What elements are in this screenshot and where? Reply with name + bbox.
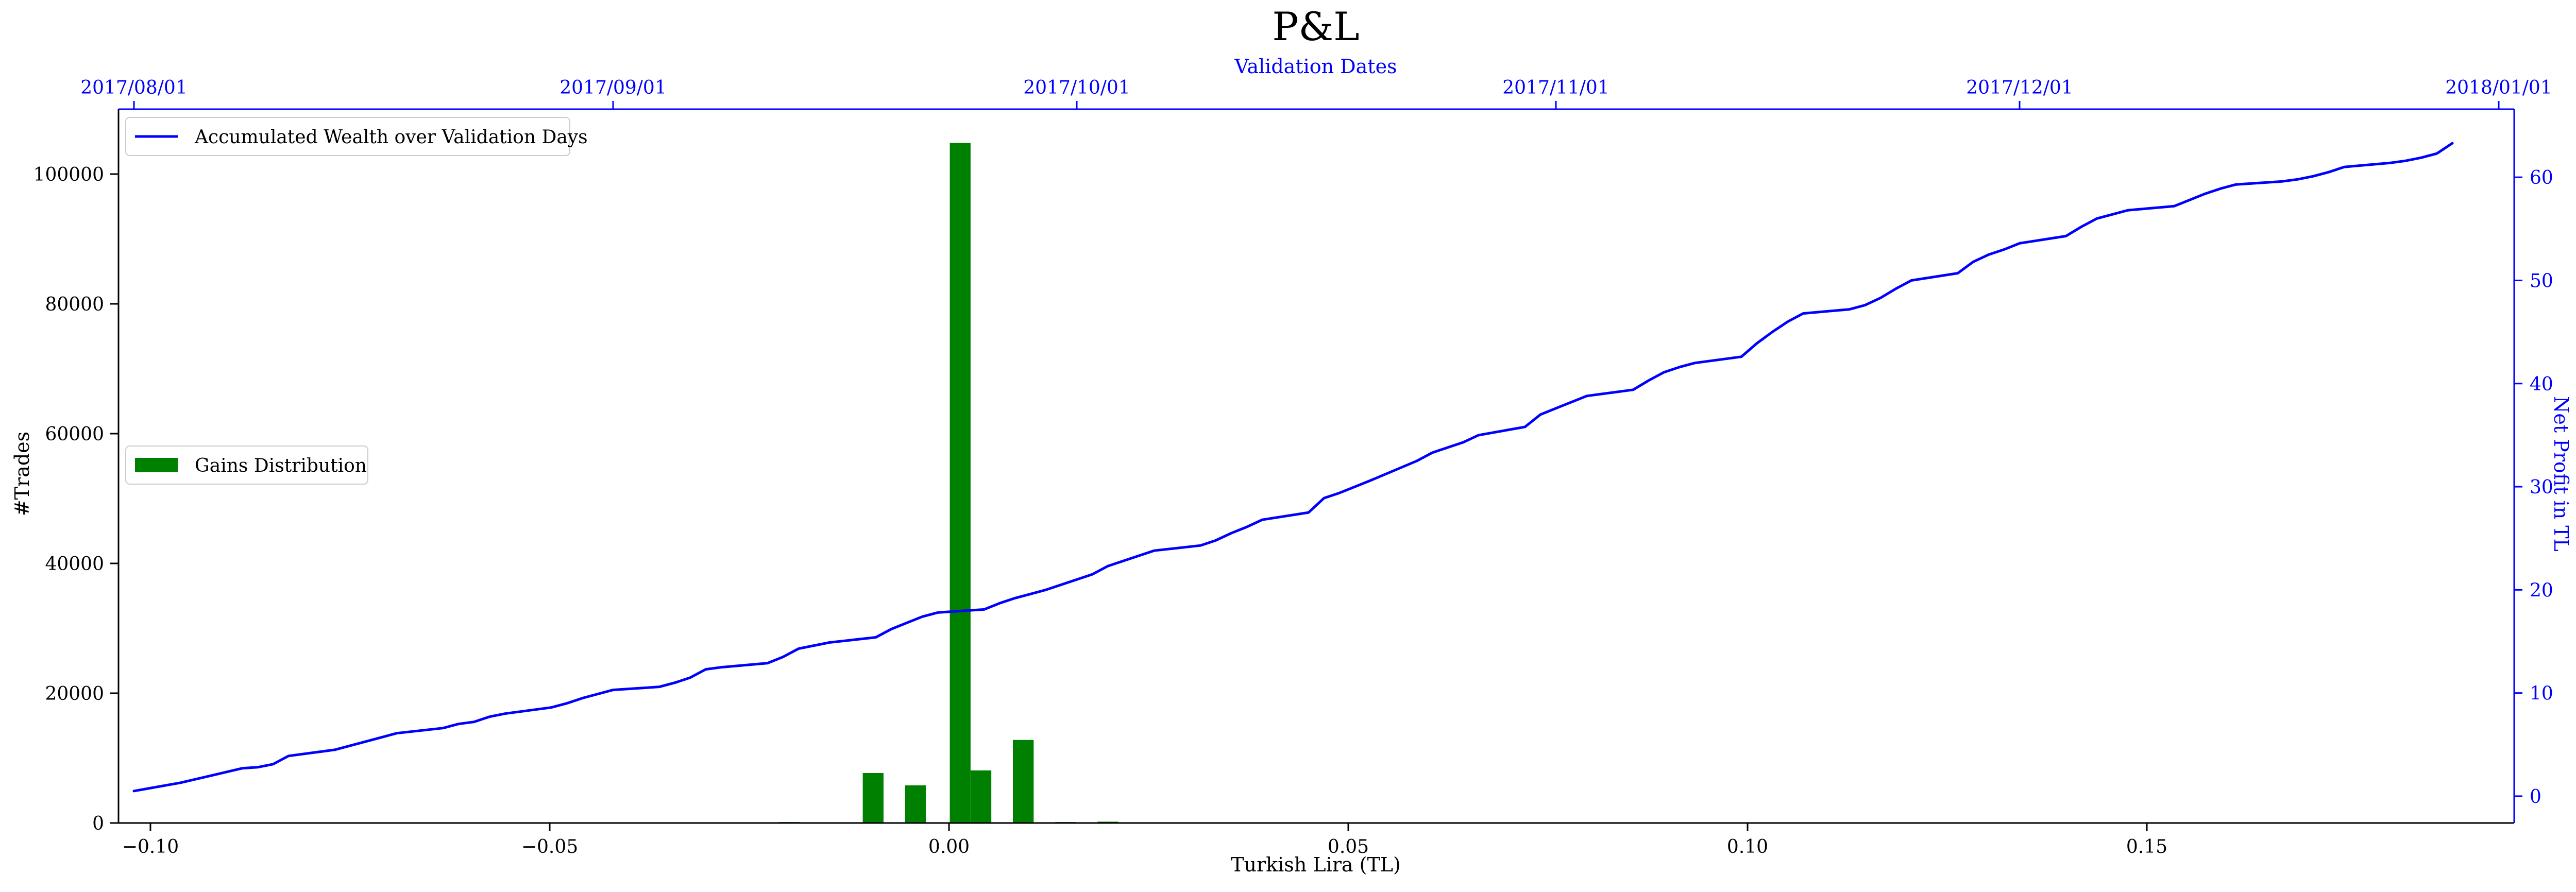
bottom-x-tick-label-1: −0.05 [521, 836, 578, 857]
right-y-tick-label-1: 10 [2530, 683, 2553, 705]
top-x-tick-label-4: 2017/12/01 [1966, 77, 2073, 98]
axes: −0.10 −0.05 0.00 0.05 0.10 0.1502000040000600… [33, 77, 2553, 857]
left-y-tick-label-1: 20000 [45, 683, 104, 705]
top-x-axis-label: Validation Dates [1234, 55, 1397, 78]
chart-title: P&L [1272, 4, 1359, 49]
left-y-tick-label-3: 60000 [45, 424, 104, 445]
bottom-x-tick-label-0: −0.10 [122, 836, 179, 857]
gains-bar-5 [970, 770, 992, 823]
accumulated-wealth-line-group [132, 142, 2454, 793]
left-y-tick-label-4: 80000 [45, 294, 104, 315]
bar-legend-box [125, 445, 368, 485]
gains-bar-6 [1013, 740, 1034, 823]
left-y-tick-label-2: 40000 [45, 554, 104, 575]
right-y-tick-label-5: 50 [2530, 270, 2553, 291]
right-y-tick-label-0: 0 [2530, 786, 2541, 808]
bottom-x-tick-label-4: 0.10 [1727, 836, 1768, 857]
right-y-axis-label: Net Profit in TL [2550, 396, 2572, 552]
right-y-tick-label-6: 60 [2530, 167, 2553, 188]
line-legend-label: Accumulated Wealth over Validation Days [194, 127, 588, 148]
top-x-tick-label-0: 2017/08/01 [80, 77, 188, 98]
right-y-tick-label-2: 20 [2530, 580, 2553, 601]
bottom-x-tick-label-2: 0.00 [928, 836, 970, 857]
gains-distribution-bars [778, 143, 1118, 823]
top-x-tick-label-5: 2018/01/01 [2445, 77, 2552, 98]
left-y-axis-label: #Trades [11, 432, 33, 516]
bar-legend-swatch [135, 458, 178, 472]
gains-bar-2 [862, 773, 884, 823]
accumulated-wealth-line [132, 142, 2454, 793]
line-legend-box [125, 117, 570, 156]
left-y-tick-label-5: 100000 [33, 164, 104, 185]
bottom-x-tick-label-5: 0.15 [2126, 836, 2167, 857]
top-x-tick-label-2: 2017/10/01 [1023, 77, 1130, 98]
right-y-tick-label-3: 30 [2530, 477, 2553, 498]
top-x-tick-label-3: 2017/11/01 [1502, 77, 1609, 98]
bottom-x-axis-label: Turkish Lira (TL) [1231, 853, 1401, 876]
gains-bar-3 [905, 785, 926, 823]
legends: Accumulated Wealth over Validation Days G… [125, 117, 588, 485]
gains-bar-4 [950, 143, 971, 823]
bar-legend-label: Gains Distribution [195, 455, 367, 476]
bottom-x-tick-label-3: 0.05 [1328, 836, 1369, 857]
left-y-tick-label-0: 0 [92, 813, 104, 834]
right-y-tick-label-4: 40 [2530, 374, 2553, 395]
top-x-tick-label-1: 2017/09/01 [560, 77, 667, 98]
